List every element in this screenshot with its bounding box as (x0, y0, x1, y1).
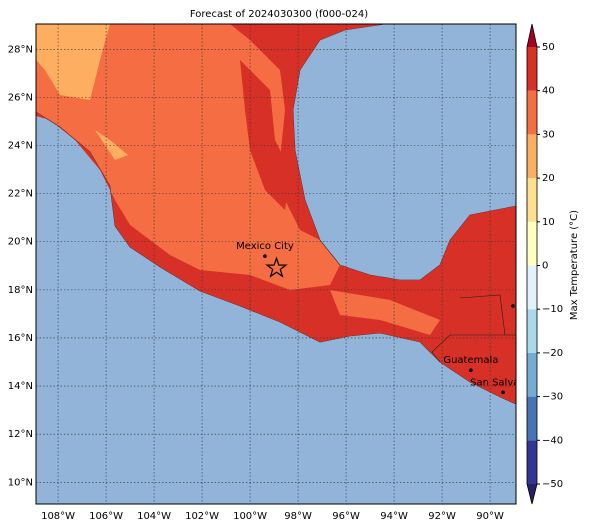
city-dot (469, 368, 473, 373)
colorbar-tick-label: −30 (542, 392, 563, 403)
colorbar-segment (527, 221, 537, 266)
lon-tick-label: 96°W (332, 511, 360, 522)
lat-tick-label: 22°N (8, 189, 33, 200)
colorbar-tick-label: 0 (542, 261, 548, 272)
city-dot (263, 254, 267, 258)
colorbar-over (527, 24, 537, 47)
city-dot (511, 304, 515, 308)
city-label: Guatemala (443, 355, 498, 366)
colorbar-tick-label: 20 (542, 173, 555, 184)
colorbar-tick-label: −20 (542, 348, 563, 359)
lon-tick-label: 92°W (428, 511, 456, 522)
lon-tick-label: 106°W (89, 511, 123, 522)
colorbar-segment (527, 309, 537, 353)
colorbar-tick-label: 40 (542, 86, 555, 97)
colorbar-tick-label: −50 (542, 479, 563, 490)
lon-tick-label: 104°W (137, 511, 171, 522)
lat-tick-label: 24°N (8, 141, 33, 152)
lat-tick-label: 14°N (8, 381, 33, 392)
colorbar-segment (527, 265, 537, 310)
cool-zone (95, 130, 128, 160)
lon-tick-label: 102°W (185, 511, 219, 522)
cool-zone (330, 290, 440, 335)
lat-tick-label: 20°N (8, 237, 33, 248)
lat-tick-label: 12°N (8, 429, 33, 440)
colorbar-segment (527, 134, 537, 179)
colorbar-segment (527, 90, 537, 135)
lat-tick-label: 16°N (8, 333, 33, 344)
colorbar-segment (527, 440, 537, 484)
lon-tick-label: 108°W (41, 511, 75, 522)
city-label: Mexico City (236, 241, 294, 252)
colorbar-segment (527, 47, 537, 91)
lon-tick-label: 90°W (476, 511, 504, 522)
colorbar-tick-label: 10 (542, 217, 555, 228)
colorbar-label: Max Temperature (°C) (569, 210, 580, 320)
lat-tick-label: 10°N (8, 477, 33, 488)
warm-zone (36, 112, 516, 404)
map-frame (35, 23, 517, 505)
forecast-point (265, 256, 288, 278)
lat-tick-label: 28°N (8, 44, 33, 55)
colorbar-segment (527, 352, 537, 397)
lat-tick-label: 18°N (8, 285, 33, 296)
lon-tick-label: 94°W (380, 511, 408, 522)
border (431, 294, 516, 363)
map-area: Mexico City Guatemala San Salvador (36, 24, 537, 504)
city-dot (501, 390, 505, 395)
colorbar-tick-label: −10 (542, 304, 563, 315)
title: Forecast of 2024030300 (f000-024) (190, 9, 368, 20)
city-label: San Salvador (470, 377, 537, 388)
warm-zone (240, 60, 290, 210)
lat-tick-label: 26°N (8, 92, 33, 103)
colorbar-tick-label: 50 (542, 42, 555, 53)
lon-tick-label: 98°W (284, 511, 312, 522)
colorbar-tick-label: 30 (542, 129, 555, 140)
colorbar-tick-label: −40 (542, 435, 563, 446)
cool-zone (36, 24, 110, 100)
colorbar-segment (527, 396, 537, 441)
colorbar-under (527, 484, 537, 504)
lon-tick-label: 100°W (233, 511, 267, 522)
colorbar-segment (527, 178, 537, 222)
